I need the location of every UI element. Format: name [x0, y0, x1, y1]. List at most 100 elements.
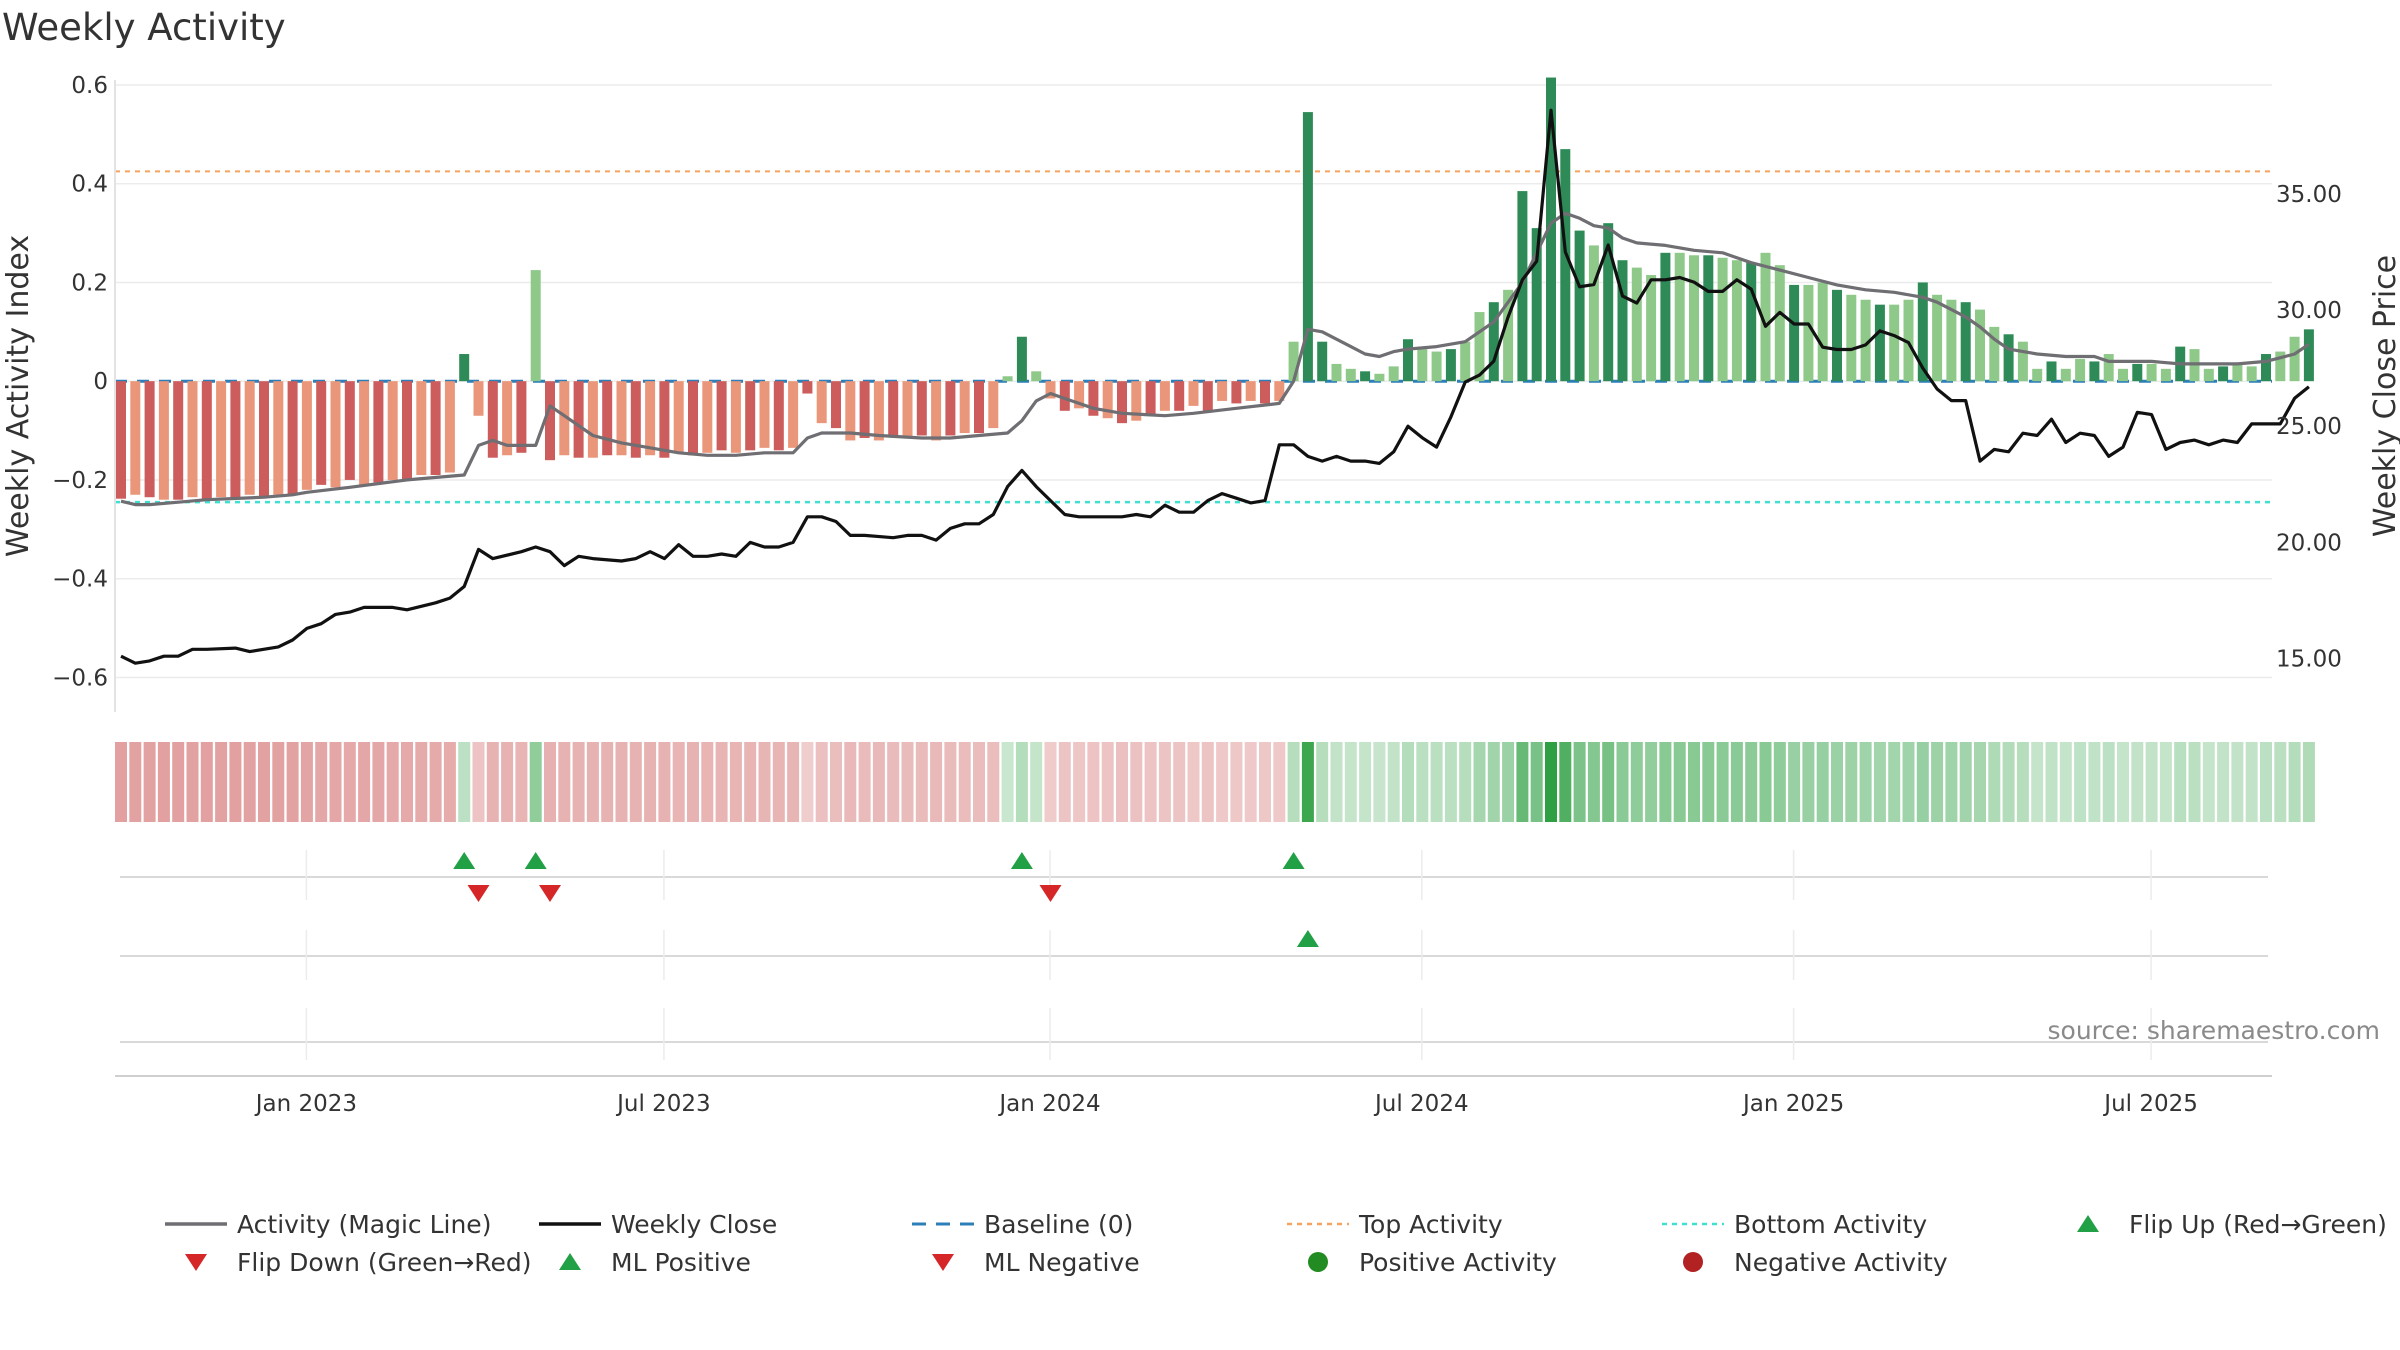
activity-bar [2132, 363, 2143, 382]
heat-cell [1473, 742, 1486, 822]
source-label: source: sharemaestro.com [2048, 1016, 2381, 1045]
activity-bar [1703, 255, 1714, 382]
activity-bar [1445, 349, 1456, 382]
heat-cell [372, 742, 385, 822]
heat-cell [787, 742, 800, 822]
activity-bar [1760, 252, 1771, 382]
activity-bar [1117, 381, 1127, 424]
x-tick-label: Jul 2023 [615, 1091, 711, 1117]
heat-cell [1931, 742, 1944, 822]
activity-bar [1360, 371, 1371, 382]
activity-bar [1631, 267, 1642, 382]
heat-cell [1301, 742, 1314, 822]
activity-bar [1889, 304, 1900, 382]
activity-bar [344, 381, 355, 480]
heat-cell [258, 742, 270, 822]
activity-bar [1131, 381, 1142, 421]
right-tick-label: 35.00 [2276, 182, 2342, 208]
heat-cell [1144, 742, 1157, 822]
activity-bar [573, 381, 584, 458]
legend-negative-circle-icon [1683, 1252, 1703, 1272]
activity-bar [502, 381, 513, 456]
heat-cell [615, 742, 628, 822]
activity-bar [1546, 77, 1556, 382]
legend-label: Flip Down (Green→Red) [237, 1248, 532, 1277]
activity-bar [2060, 368, 2071, 382]
activity-bar [230, 381, 241, 500]
heat-cell [2174, 742, 2187, 822]
heat-cell [744, 742, 757, 822]
heat-cell [343, 742, 356, 822]
heat-cell [1244, 742, 1257, 822]
signal-panels [120, 850, 2268, 1060]
legend-item: Flip Down (Green→Red) [185, 1248, 532, 1277]
legend-label: Positive Activity [1359, 1248, 1557, 1277]
heat-cell [1974, 742, 1986, 822]
activity-bar [1946, 299, 1957, 382]
activity-bar [1660, 252, 1671, 382]
activity-bar [2218, 366, 2229, 382]
heat-cell [1602, 742, 1615, 822]
activity-bar [130, 381, 141, 495]
legend-label: ML Negative [984, 1248, 1140, 1277]
activity-bar [530, 270, 541, 382]
left-tick-label: 0.2 [71, 270, 108, 296]
flip-down-marker [539, 885, 561, 902]
heat-cell [1058, 742, 1071, 822]
heat-cell [2188, 742, 2201, 822]
activity-bar [602, 381, 613, 456]
heat-cell [229, 742, 242, 822]
heat-cell [215, 742, 228, 822]
activity-bar [1188, 381, 1199, 406]
heat-cell [286, 742, 299, 822]
heat-cell [2260, 742, 2272, 822]
heat-cell [687, 742, 699, 822]
activity-bar [1431, 351, 1442, 382]
heat-cell [1730, 742, 1743, 822]
legend-triangle-up-icon [559, 1253, 581, 1270]
activity-bar [831, 381, 841, 429]
heat-cell [715, 742, 728, 822]
activity-bar [1388, 366, 1399, 382]
ml-positive-marker [1296, 930, 1319, 947]
legend-item: Weekly Close [539, 1210, 777, 1239]
activity-bar [487, 381, 498, 458]
heat-cell [2074, 742, 2087, 822]
heat-cell [1945, 742, 1958, 822]
heat-cell [2045, 742, 2058, 822]
heat-cell [1773, 742, 1786, 822]
activity-bar [773, 381, 784, 451]
activity-bar [473, 381, 484, 416]
heat-cell [973, 742, 985, 822]
heat-cell [558, 742, 571, 822]
activity-bar [402, 381, 412, 480]
activity-bar [2046, 361, 2057, 382]
heat-cell [1745, 742, 1758, 822]
heat-cell [1273, 742, 1286, 822]
heat-cell [529, 742, 542, 822]
heat-cell [1373, 742, 1386, 822]
heat-cell [1201, 742, 1214, 822]
activity-bar [959, 381, 970, 434]
activity-bar [2089, 361, 2100, 382]
legend-item: Top Activity [1287, 1210, 1503, 1239]
activity-bar [816, 381, 827, 424]
activity-bar [688, 381, 698, 456]
heat-cell [2088, 742, 2101, 822]
heat-cell [2031, 742, 2044, 822]
activity-bar [873, 381, 884, 441]
legend-item: Bottom Activity [1662, 1210, 1927, 1239]
activity-bar [1345, 368, 1356, 382]
left-tick-label: 0 [93, 369, 108, 395]
heat-cell [2016, 742, 2029, 822]
legend-item: ML Negative [932, 1248, 1140, 1277]
heat-cell [1030, 742, 1043, 822]
activity-bar [1932, 294, 1943, 382]
heat-cell [1459, 742, 1472, 822]
heat-cell [830, 742, 842, 822]
heat-cell [701, 742, 714, 822]
activity-bar [788, 381, 799, 448]
activity-bar [759, 381, 770, 448]
activity-bar [2118, 368, 2128, 382]
legend-triangle-up-icon [2077, 1215, 2099, 1232]
